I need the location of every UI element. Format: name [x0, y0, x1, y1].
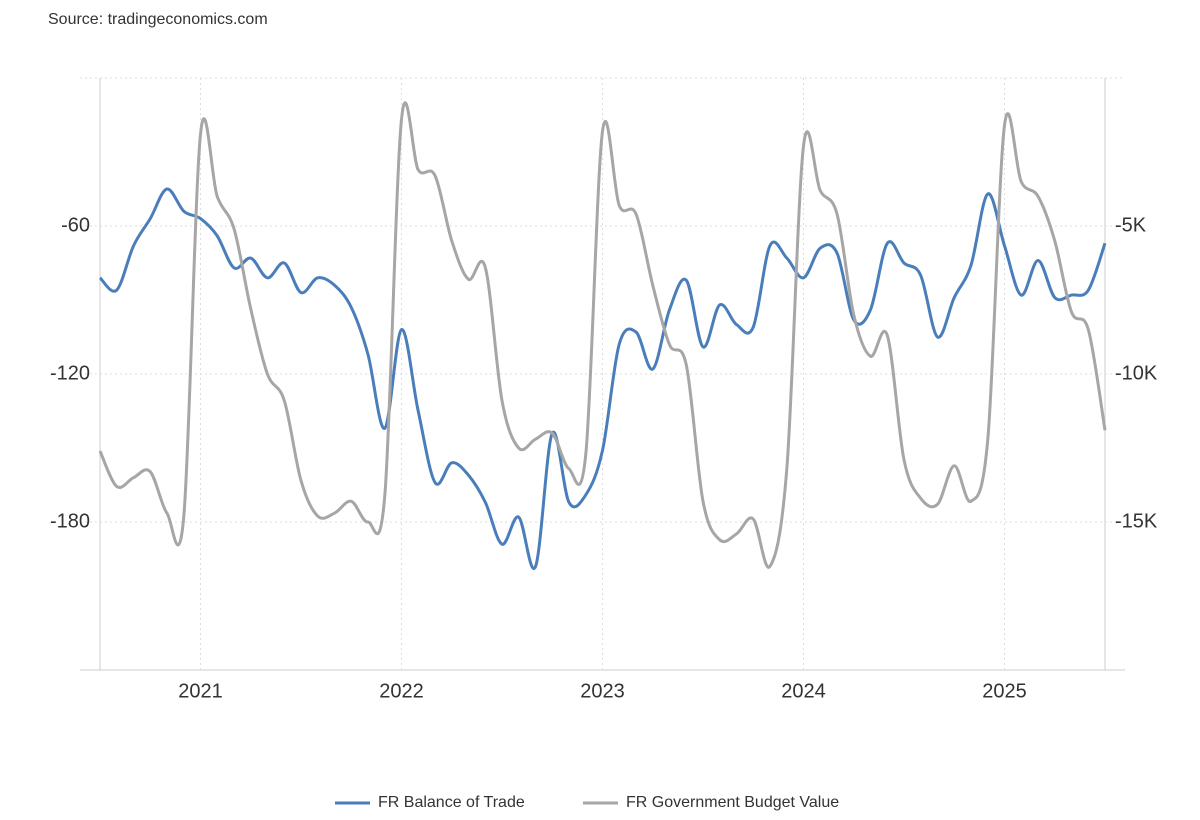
x-tick-label: 2024	[781, 680, 826, 702]
source: Source: tradingeconomics.com	[48, 11, 268, 28]
x-tick-label: 2023	[580, 680, 625, 702]
legend-label: FR Balance of Trade	[378, 794, 525, 811]
x-tick-label: 2022	[379, 680, 424, 702]
legend-label: FR Government Budget Value	[626, 794, 839, 811]
y-tick-label: -60	[61, 214, 90, 236]
series-line	[98, 101, 1107, 569]
y-tick-label: -120	[50, 362, 90, 384]
x-tick-label: 2021	[178, 680, 223, 702]
y2-tick-label: -15K	[1115, 510, 1158, 532]
x-tick-label: 2025	[982, 680, 1027, 702]
series-line	[98, 187, 1107, 571]
y2-tick-label: -5K	[1115, 214, 1147, 236]
y-tick-label: -180	[50, 510, 90, 532]
y2-tick-label: -10K	[1115, 362, 1158, 384]
